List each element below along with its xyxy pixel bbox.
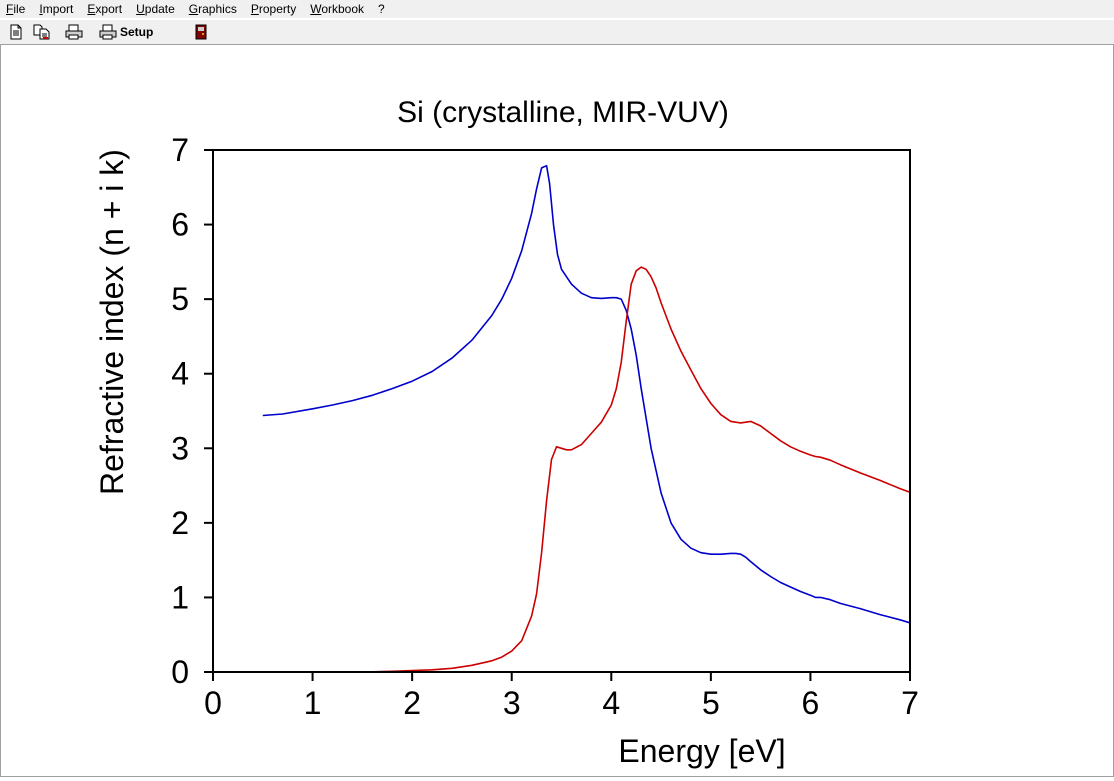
menu-item-label: orkbook [321,2,365,16]
print-button[interactable] [65,23,83,41]
print-icon [65,24,83,40]
menu-item-mnemonic: I [39,2,43,16]
y-tick-label: 5 [171,281,189,317]
menu-item-mnemonic: P [250,2,259,16]
menu-item-label: mport [42,2,74,16]
menu-item[interactable]: ? [371,2,392,16]
x-tick-label: 6 [802,685,820,721]
printer-setup-icon [99,24,117,40]
copy-document-icon [33,24,50,40]
y-tick-label: 4 [171,356,189,392]
plot-frame [212,149,911,673]
menu-item-mnemonic: U [136,2,145,16]
y-tick-label: 7 [171,132,189,168]
exit-button[interactable] [195,23,207,41]
menu-item[interactable]: Graphics [182,2,244,16]
y-tick-label: 1 [171,579,189,615]
y-tick-label: 0 [171,654,189,690]
series-line-0 [262,164,911,624]
y-tick-label: 3 [171,430,189,466]
setup-button[interactable]: Setup [99,23,153,41]
menu-item-mnemonic: E [87,2,96,16]
series-line-1 [262,266,911,673]
toolbar: Setup [0,20,1114,45]
menu-item[interactable]: Export [80,2,129,16]
menu-item[interactable]: Property [244,2,303,16]
menu-item[interactable]: Update [129,2,182,16]
menu-item[interactable]: Workbook [303,2,371,16]
menu-item-label: raphics [198,2,237,16]
x-tick-label: 3 [503,685,521,721]
menu-item-label: roperty [258,2,297,16]
menu-item[interactable]: File [0,2,32,16]
menu-item-mnemonic: G [188,2,199,16]
menu-bar: File Import Export Update Graphics Property Wo… [0,0,1114,18]
copy-document-button[interactable] [33,23,51,41]
y-axis-label: Refractive index (n + i k) [94,149,130,495]
menu-item-label: xport [95,2,123,16]
plot-area: Si (crystalline, MIR-VUV) Energy [eV] Re… [0,45,1114,777]
y-tick-label: 6 [171,207,189,243]
refractive-index-chart: Si (crystalline, MIR-VUV) Energy [eV] Re… [94,96,919,769]
menu-item-label: pdate [144,2,175,16]
chart-title: Si (crystalline, MIR-VUV) [397,96,729,129]
menu-item-mnemonic: W [310,2,322,16]
x-tick-label: 2 [403,685,421,721]
menu-item-label: ? [378,2,385,16]
new-document-icon [10,24,22,40]
y-tick-label: 2 [171,505,189,541]
x-tick-label: 7 [901,685,919,721]
menu-item[interactable]: Import [32,2,80,16]
x-tick-label: 4 [602,685,620,721]
x-tick-label: 0 [204,685,222,721]
x-tick-label: 5 [702,685,720,721]
menu-item-mnemonic: F [6,2,14,16]
exit-icon [195,24,207,40]
new-document-button[interactable] [9,23,23,41]
x-tick-label: 1 [304,685,322,721]
setup-label: Setup [120,25,154,39]
menu-item-label: ile [13,2,26,16]
x-axis-label: Energy [eV] [618,733,785,769]
